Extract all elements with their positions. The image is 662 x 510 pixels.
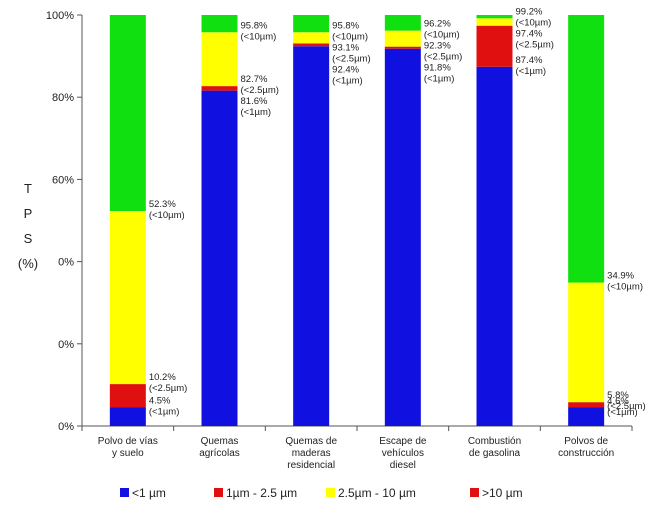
data-label: 97.4% xyxy=(516,28,543,39)
x-category-label: Quemas de xyxy=(285,436,337,447)
data-label: 95.8% xyxy=(241,20,268,31)
data-label: 87.4% xyxy=(516,55,543,66)
data-label: 92.3% xyxy=(424,41,451,52)
data-label: 4.6% xyxy=(607,396,629,407)
legend-label: 1µm - 2.5 µm xyxy=(226,486,297,500)
x-category-label: agrícolas xyxy=(199,448,240,459)
x-category-label: Polvo de vías xyxy=(98,436,158,447)
legend-label: <1 µm xyxy=(132,486,166,500)
data-label: (<2.5µm) xyxy=(607,401,645,412)
bar-segment xyxy=(109,384,146,408)
data-label: (<1µm) xyxy=(332,75,363,86)
bar-segment xyxy=(476,18,513,26)
bar-segment xyxy=(201,90,238,427)
data-label: 5.8% xyxy=(607,390,629,401)
data-label: 34.9% xyxy=(607,271,634,282)
y-tick-label: 100% xyxy=(46,10,74,22)
data-label: (<1µm) xyxy=(516,66,547,77)
legend-swatch xyxy=(470,488,479,497)
bars xyxy=(109,15,605,427)
data-label: (<1µm) xyxy=(241,107,272,118)
y-tick-label: 0% xyxy=(58,257,74,269)
x-category-label: de gasolina xyxy=(469,448,521,459)
data-label: (<10µm) xyxy=(516,17,552,28)
data-label: 82.7% xyxy=(241,74,268,85)
x-category-label: Quemas xyxy=(201,436,239,447)
data-label: 91.8% xyxy=(424,63,451,74)
data-label: 81.6% xyxy=(241,96,268,107)
legend-swatch xyxy=(120,488,129,497)
legend-label: >10 µm xyxy=(482,486,523,500)
y-axis-label: TPS (%) xyxy=(18,181,38,271)
y-axis-label-line: T xyxy=(24,181,32,196)
y-axis-label-line: S xyxy=(24,231,33,246)
data-label: 99.2% xyxy=(516,6,543,17)
data-label: (<1µm) xyxy=(149,407,180,418)
data-label: (<2.5µm) xyxy=(149,383,187,394)
annotations: 52.3%(<10µm)10.2%(<2.5µm)4.5%(<1µm)95.8%… xyxy=(149,6,646,418)
bar-segment xyxy=(384,46,421,49)
data-label: (<2.5µm) xyxy=(516,39,554,50)
bar-segment xyxy=(201,32,238,87)
data-label: (<1µm) xyxy=(607,407,638,418)
legend: <1 µm 1µm - 2.5 µm 2.5µm - 10 µm >10 µm xyxy=(120,486,523,500)
y-tick-label: 0% xyxy=(58,339,74,351)
y-tick-label: 0% xyxy=(58,421,74,433)
bar-segment xyxy=(201,86,238,91)
bar-segment xyxy=(293,46,330,427)
x-category-label: vehículos xyxy=(382,448,424,459)
bar-segment xyxy=(568,15,605,283)
bar-segment xyxy=(109,407,146,426)
data-label: 96.2% xyxy=(424,19,451,30)
data-label: (<10µm) xyxy=(149,210,185,221)
x-category-label: Escape de xyxy=(379,436,427,447)
data-label: (<10µm) xyxy=(241,31,277,42)
y-tick-label: 60% xyxy=(52,174,74,186)
bar-segment xyxy=(568,407,605,426)
x-category-label: y suelo xyxy=(112,448,144,459)
x-category-label: Polvos de xyxy=(564,436,608,447)
data-label: (<1µm) xyxy=(424,74,455,85)
data-label: 10.2% xyxy=(149,372,176,383)
y-axis-label-line: (%) xyxy=(18,256,38,271)
bar-segment xyxy=(293,32,330,44)
data-label: 93.1% xyxy=(332,42,359,53)
y-axis-label-line: P xyxy=(24,206,33,221)
data-label: (<2.5µm) xyxy=(332,53,370,64)
data-label: 4.5% xyxy=(149,396,171,407)
x-category-label: maderas xyxy=(292,448,331,459)
bar-segment xyxy=(293,15,330,33)
legend-label: 2.5µm - 10 µm xyxy=(338,486,416,500)
bar-segment xyxy=(568,282,605,403)
x-category-label: Combustión xyxy=(468,436,521,447)
bar-segment xyxy=(568,402,605,408)
x-category-label: residencial xyxy=(287,460,335,471)
legend-swatch xyxy=(214,488,223,497)
bar-segment xyxy=(476,25,513,67)
bar-segment xyxy=(201,15,238,33)
bar-segment xyxy=(476,15,513,19)
axes: 0% 0% 0% 60% 80% 100% xyxy=(46,10,633,433)
bar-segment xyxy=(293,43,330,47)
bar-segment xyxy=(476,66,513,426)
bar-segment xyxy=(384,30,421,47)
bar-segment xyxy=(109,15,146,212)
legend-swatch xyxy=(326,488,335,497)
data-label: 52.3% xyxy=(149,199,176,210)
data-label: (<10µm) xyxy=(424,30,460,41)
data-label: (<2.5µm) xyxy=(241,85,279,96)
bar-segment xyxy=(109,211,146,385)
x-category-label: diesel xyxy=(390,460,416,471)
data-label: (<2.5µm) xyxy=(424,52,462,63)
x-category-label: construcción xyxy=(558,448,614,459)
data-label: (<10µm) xyxy=(332,31,368,42)
data-label: (<10µm) xyxy=(607,282,643,293)
y-tick-label: 80% xyxy=(52,92,74,104)
bar-segment xyxy=(384,48,421,427)
data-label: 95.8% xyxy=(332,20,359,31)
bar-segment xyxy=(384,15,421,31)
data-label: 92.4% xyxy=(332,64,359,75)
